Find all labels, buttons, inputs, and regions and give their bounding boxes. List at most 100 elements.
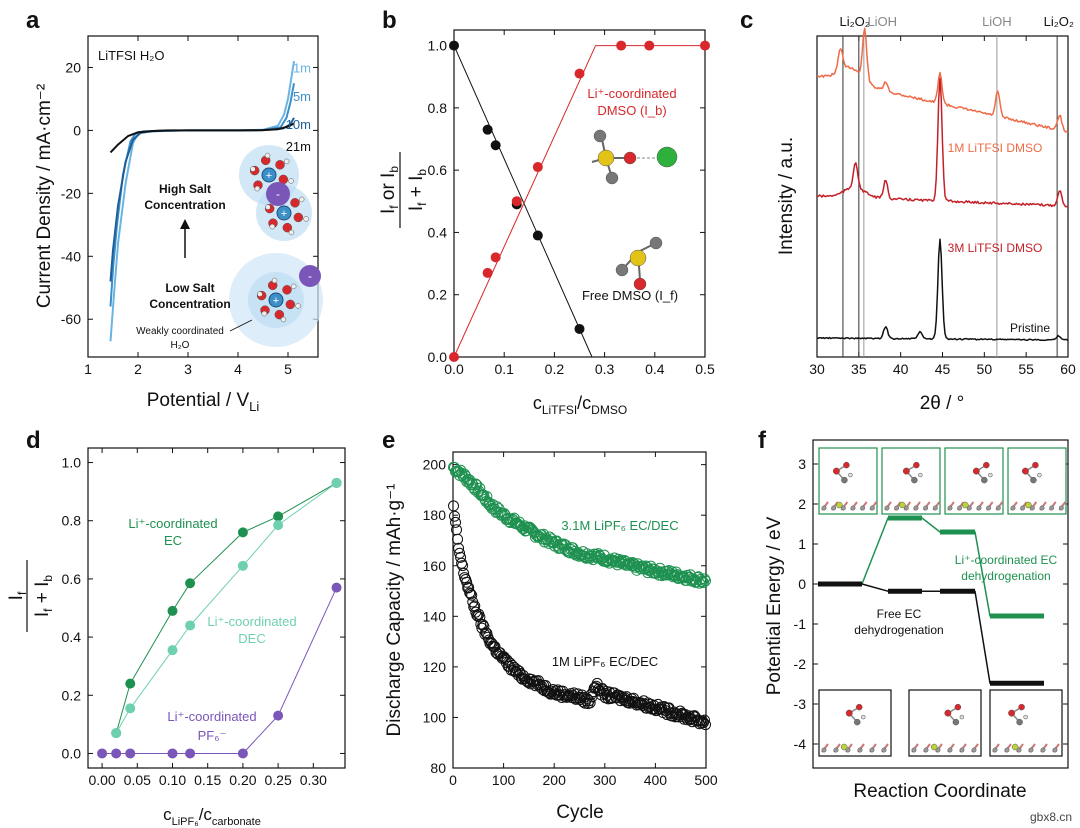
x-tick-label: 60	[1060, 361, 1076, 377]
series-Pristine	[816, 238, 1069, 342]
y-tick-label: 1	[798, 536, 806, 552]
data-point	[167, 605, 178, 616]
sub: b	[41, 575, 55, 582]
low-salt-line2: Concentration	[149, 297, 230, 311]
surface-atom	[1039, 505, 1045, 511]
mol-carbon	[841, 476, 848, 484]
y-tick-label: 2	[798, 496, 806, 512]
panel-letter-e: e	[382, 427, 395, 454]
x-axis-label-sub2: DMSO	[591, 403, 627, 417]
data-point	[616, 40, 627, 51]
y-tick-label: 180	[423, 507, 447, 523]
y-tick-label: -3	[794, 696, 807, 712]
surface-atom	[857, 747, 863, 753]
y-tick-label: 0	[798, 576, 806, 592]
mol-oxygen	[1008, 709, 1016, 717]
hydrogen-atom	[265, 204, 271, 210]
high-salt-line1: High Salt	[159, 182, 211, 196]
anion-top	[266, 182, 290, 206]
mol-oxygen	[954, 703, 962, 711]
carbon-atom	[615, 263, 629, 277]
y-tick-label: 0.4	[62, 629, 82, 645]
surface-atom	[1049, 505, 1055, 511]
surface-atom	[947, 747, 953, 753]
cycle-point	[504, 657, 516, 669]
surface-atom	[884, 505, 890, 511]
data-point	[273, 710, 284, 721]
cycle-point	[449, 510, 461, 522]
anion-minus: -	[276, 187, 280, 201]
watermark: gbx8.cn	[1029, 810, 1072, 824]
data-point	[111, 728, 122, 739]
oxygen-atom	[282, 285, 292, 295]
mol-carbon	[1030, 476, 1037, 484]
cycle-point	[641, 561, 653, 573]
cycle-point	[481, 491, 493, 503]
sulfur-atom	[629, 249, 647, 267]
data-point	[482, 267, 493, 278]
y-tick-label: 20	[65, 59, 81, 75]
x-tick-label: 0.4	[645, 361, 665, 377]
li-ion	[276, 205, 292, 221]
series-label-10m: 10m	[286, 117, 311, 132]
cycle-point	[471, 609, 483, 621]
y-tick-label: 80	[430, 760, 446, 776]
li-atom	[1025, 501, 1032, 509]
x-tick-label: 0.2	[545, 361, 565, 377]
label-green-2: dehydrogenation	[961, 569, 1050, 583]
x-tick-label: 3	[184, 361, 192, 377]
dmso-free-molecule	[615, 236, 663, 291]
data-point	[449, 352, 459, 362]
mol-carbon	[952, 718, 960, 726]
series-1M LiTFSI DMSO	[816, 27, 1069, 133]
li-ion	[268, 292, 284, 308]
surface-atom	[850, 505, 856, 511]
surface-atom	[971, 747, 977, 753]
y-tick-label: 200	[423, 457, 447, 473]
label-bottom: 1M LiPF₆ EC/DEC	[552, 654, 658, 669]
y-tick-label: 160	[423, 558, 447, 574]
cycle-point	[463, 582, 475, 594]
carbon-atom	[605, 171, 619, 185]
thumb-bottom-1	[908, 689, 982, 757]
mol-oxygen	[972, 467, 980, 475]
data-point	[237, 748, 248, 759]
hydrogen-atom	[303, 216, 309, 222]
hydrogen-atom	[295, 303, 301, 309]
data-point	[273, 511, 284, 522]
mol-carbon	[911, 476, 918, 484]
surface-atom	[995, 505, 1001, 511]
surface-atom	[911, 747, 917, 753]
cycle-point	[481, 627, 493, 639]
y-tick-label: 3	[798, 456, 806, 472]
mol-oxygen	[1021, 467, 1029, 475]
data-point	[490, 140, 501, 151]
x-axis-label: 2θ / °	[920, 393, 965, 414]
surface-atom	[1058, 505, 1064, 511]
x-tick-label: 0.10	[159, 772, 186, 788]
x-axis-label-sub1: LiPF₆	[172, 816, 199, 828]
x-tick-label: 100	[492, 772, 516, 788]
panel-letter-d: d	[26, 427, 41, 454]
plot-frame	[87, 35, 319, 358]
data-point	[490, 252, 501, 263]
plot-frame	[87, 447, 346, 769]
arrow-head	[180, 219, 190, 229]
cycle-point	[474, 611, 486, 623]
data-point	[700, 40, 710, 51]
x-tick-label: 35	[851, 361, 867, 377]
surface-atom	[894, 505, 900, 511]
data-point	[482, 124, 493, 135]
mol-carbon	[981, 476, 988, 484]
x-tick-label: 40	[893, 361, 909, 377]
x-tick-label: 0.00	[88, 772, 115, 788]
surface-atom	[1004, 747, 1010, 753]
x-tick-label: 55	[1018, 361, 1034, 377]
y-tick-label: 0.0	[428, 349, 448, 365]
surface-atom	[821, 505, 827, 511]
mid: + I	[32, 582, 53, 609]
hydrogen-atom	[254, 185, 261, 192]
x-tick-label: 0.30	[300, 772, 327, 788]
data-point	[644, 40, 655, 51]
cycle-point	[479, 628, 491, 640]
